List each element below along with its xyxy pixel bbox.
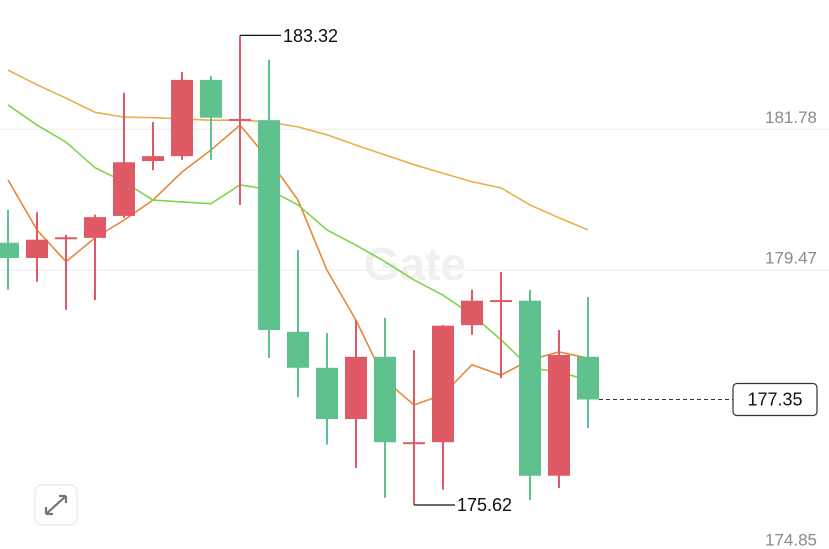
ma-line bbox=[7, 104, 589, 381]
annotations: 183.32 175.62 177.35 bbox=[240, 26, 818, 515]
candle-body bbox=[84, 217, 106, 238]
candle-body bbox=[548, 354, 570, 476]
candle-body bbox=[345, 356, 367, 420]
price-box bbox=[732, 382, 818, 417]
y-tick-label: 174.85 bbox=[765, 530, 817, 549]
y-tick-label: 181.78 bbox=[765, 108, 817, 127]
candle-body bbox=[490, 300, 512, 303]
high-marker-label: 183.32 bbox=[283, 26, 338, 46]
ma-line bbox=[7, 69, 589, 231]
candle-body bbox=[258, 120, 280, 330]
candle-body bbox=[403, 442, 425, 445]
candle-body bbox=[519, 300, 541, 476]
y-tick-label: 179.47 bbox=[765, 249, 817, 268]
candle-body bbox=[432, 325, 454, 443]
candle-body bbox=[200, 79, 222, 118]
candle-body bbox=[577, 356, 599, 400]
expand-button[interactable] bbox=[34, 484, 78, 526]
low-marker-label: 175.62 bbox=[457, 495, 512, 515]
watermark: Gate bbox=[364, 238, 466, 290]
grid: 174.85 179.47 181.78 bbox=[0, 108, 829, 549]
candle-body bbox=[374, 356, 396, 443]
candle-body bbox=[142, 156, 164, 162]
candle-body bbox=[171, 79, 193, 157]
candle-body bbox=[287, 331, 309, 368]
candle-body bbox=[461, 300, 483, 326]
candles bbox=[0, 35, 599, 506]
candle-body bbox=[316, 367, 338, 420]
candle-body bbox=[229, 118, 251, 121]
candle-body bbox=[26, 239, 48, 259]
candle-body bbox=[113, 162, 135, 216]
expand-icon bbox=[44, 494, 68, 516]
candle-body bbox=[55, 237, 77, 240]
candle-body bbox=[0, 242, 19, 259]
price-label: 177.35 bbox=[747, 389, 802, 409]
